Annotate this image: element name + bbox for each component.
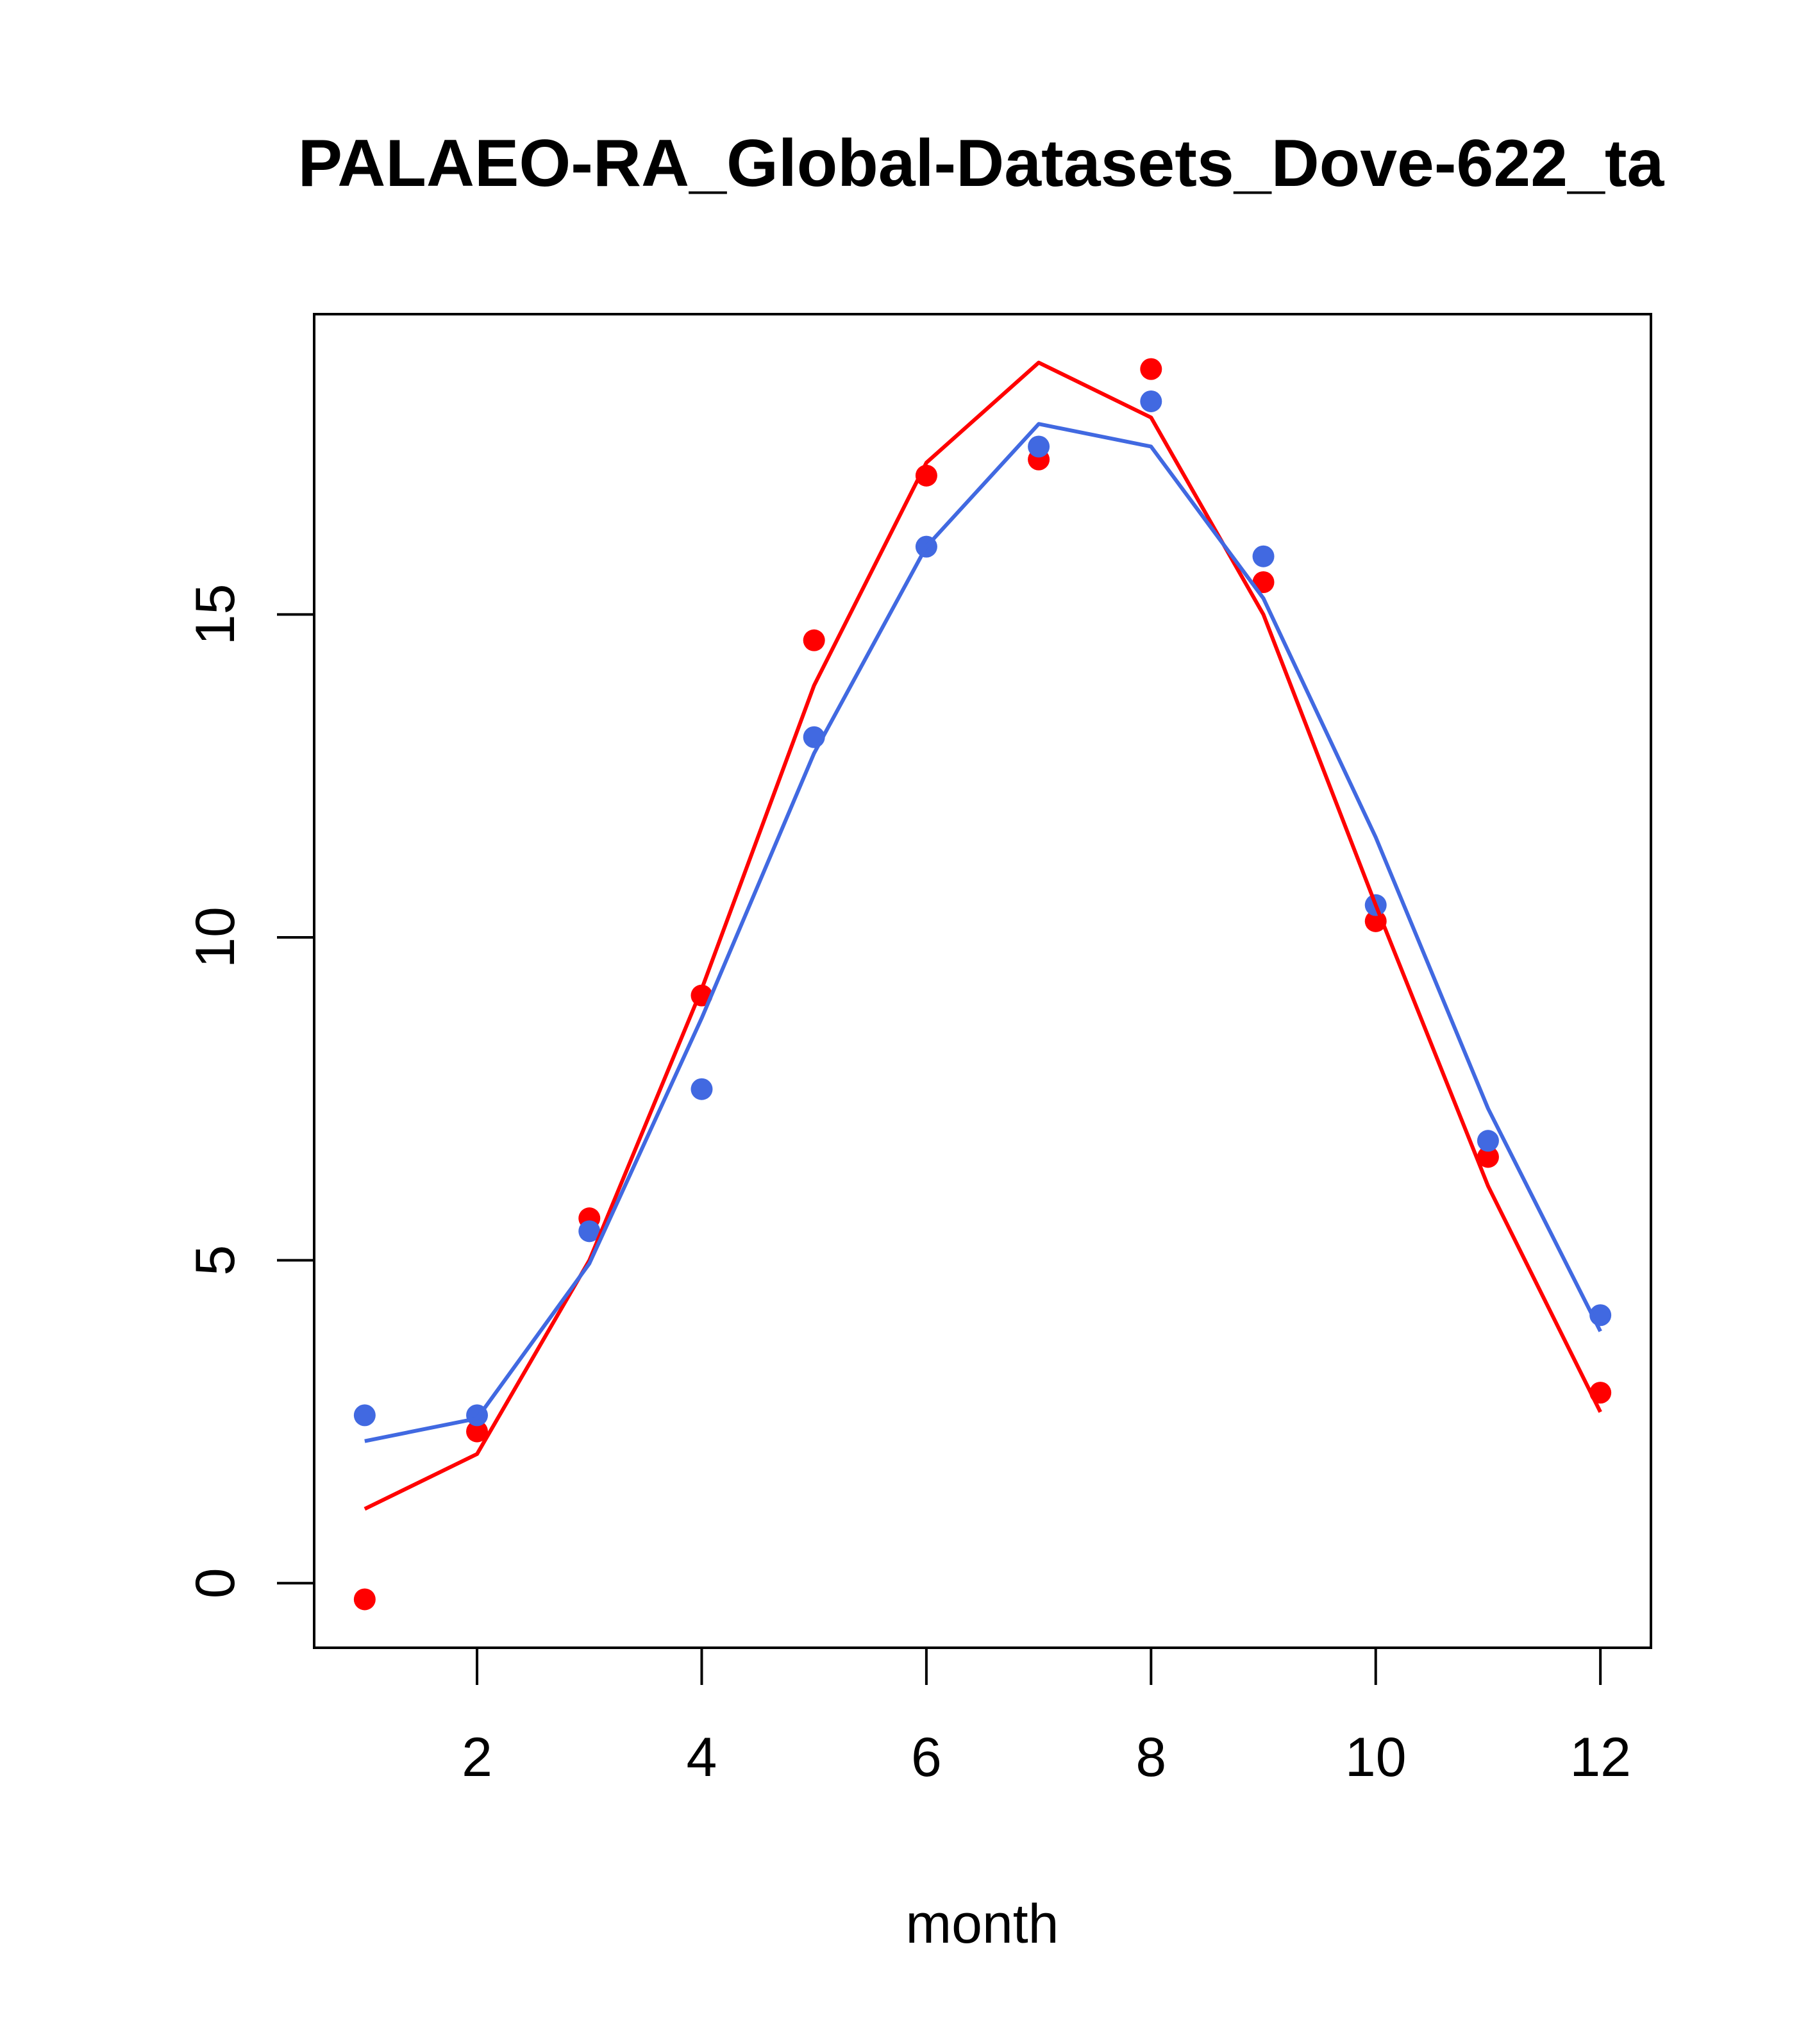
red-points-point-11 xyxy=(1477,1146,1499,1168)
x-tick-label-4: 4 xyxy=(687,1727,717,1788)
blue-line xyxy=(364,422,1602,1443)
y-tick-label-15: 15 xyxy=(185,584,246,646)
red-points-point-8 xyxy=(1140,358,1162,380)
red-points-point-1 xyxy=(353,1588,376,1611)
chart-title: PALAEO-RA_Global-Datasets_Dove-622_ta xyxy=(298,126,1665,201)
blue-points-point-1 xyxy=(353,1404,376,1427)
red-points-point-2 xyxy=(466,1420,489,1443)
plot-frame xyxy=(313,313,1652,1649)
x-tick-label-10: 10 xyxy=(1345,1727,1407,1788)
blue-points xyxy=(353,390,1612,1427)
y-tick-label-10: 10 xyxy=(185,907,246,968)
red-points-point-5 xyxy=(803,629,825,651)
blue-points-point-3 xyxy=(578,1220,601,1243)
blue-points-point-4 xyxy=(691,1078,713,1100)
blue-points-point-7 xyxy=(1028,435,1050,458)
x-axis-title: month xyxy=(905,1893,1059,1955)
blue-points-point-11 xyxy=(1477,1130,1499,1152)
y-tick-label-0: 0 xyxy=(185,1568,246,1598)
plot-area xyxy=(353,358,1612,1611)
x-axis: 2 4 6 8 10 12 xyxy=(462,1646,1631,1788)
blue-points-point-8 xyxy=(1140,390,1162,412)
red-points-point-9 xyxy=(1252,571,1275,594)
y-axis: 0 5 10 15 xyxy=(185,584,315,1598)
y-tick-label-5: 5 xyxy=(185,1245,246,1276)
blue-points-point-9 xyxy=(1252,545,1275,567)
x-tick-label-12: 12 xyxy=(1570,1727,1631,1788)
red-points xyxy=(353,358,1612,1611)
x-tick-label-6: 6 xyxy=(911,1727,942,1788)
x-tick-label-8: 8 xyxy=(1135,1727,1166,1788)
x-tick-label-2: 2 xyxy=(462,1727,492,1788)
